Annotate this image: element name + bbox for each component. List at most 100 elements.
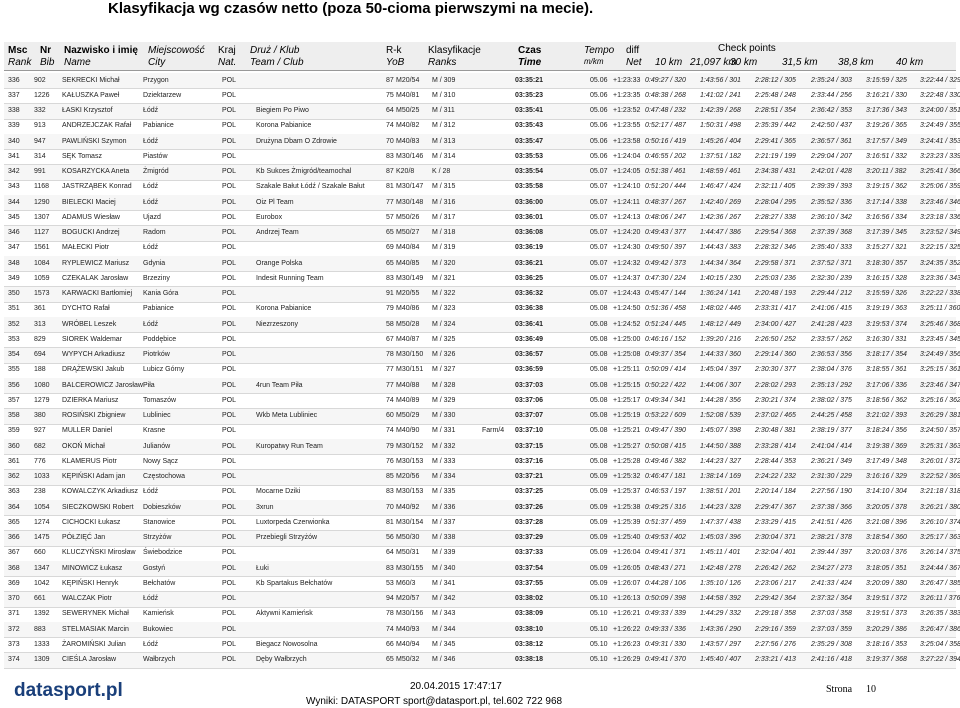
cell: 188 xyxy=(34,366,46,374)
cell: 81 xyxy=(386,518,394,526)
cell: 03:36:08 xyxy=(515,229,544,236)
cell: 77 xyxy=(386,198,394,206)
row-bg xyxy=(4,317,956,333)
cell: Luxtorpeda Czerwionka xyxy=(256,518,330,526)
cell: +1:25:21 xyxy=(613,427,641,435)
cell: 3:25:06 / 359 xyxy=(920,183,960,191)
cell: +1:26:04 xyxy=(613,549,641,557)
checkpoints-label: Check points xyxy=(718,43,776,54)
cell: 05.08 xyxy=(590,351,608,358)
cell: +1:25:15 xyxy=(613,381,641,389)
cell: M50/31 xyxy=(396,549,420,557)
cell: 05.09 xyxy=(590,488,608,496)
cell: 1279 xyxy=(34,396,50,404)
cell: 0:48:43 / 271 xyxy=(645,564,686,572)
cell: ANDRZEJCZAK Rafał xyxy=(62,122,132,130)
cell: 361 xyxy=(34,305,46,313)
column-header: Kraj xyxy=(218,45,236,56)
cell: 372 xyxy=(8,625,20,633)
cell: 03:36:59 xyxy=(515,366,544,374)
cell: 3:24:41 / 353 xyxy=(920,137,960,145)
cell: M / 334 xyxy=(432,473,456,480)
row-bg xyxy=(4,286,956,303)
cell: Niezrzeszony xyxy=(256,320,299,328)
cell: 56 xyxy=(386,534,394,541)
cell: 2:29:44 / 212 xyxy=(811,290,852,297)
cell: 3:19:38 / 369 xyxy=(866,442,907,450)
cell: POL xyxy=(222,152,237,160)
cell: 2:37:32 / 364 xyxy=(811,595,852,602)
cell: M / 320 xyxy=(432,259,456,267)
cell: 1:36:24 / 141 xyxy=(700,290,741,297)
cell: 364 xyxy=(8,503,20,511)
row-bg xyxy=(4,561,956,577)
cell: 1333 xyxy=(34,640,50,648)
cell: POL xyxy=(222,396,237,404)
cell: 05.08 xyxy=(590,396,608,404)
cell: +1:24:50 xyxy=(613,305,641,313)
cell: 238 xyxy=(34,488,46,496)
column-header: City xyxy=(148,57,166,68)
cell: 74 xyxy=(386,122,394,130)
cell: 03:36:01 xyxy=(515,213,544,221)
cell: 1:44:34 / 364 xyxy=(700,259,741,267)
cell: Łódź xyxy=(143,244,159,252)
cell: DRĄŻEWSKI Jakub xyxy=(62,366,125,374)
cell: BALCEROWICZ Jarosław xyxy=(62,381,143,389)
cell: 2:37:39 / 368 xyxy=(811,229,852,236)
cell: 2:26:50 / 252 xyxy=(755,335,796,343)
cell: 660 xyxy=(34,549,46,557)
cell: 1561 xyxy=(34,244,50,252)
cell: 0:53:22 / 609 xyxy=(645,412,686,419)
cell: 0:50:22 / 422 xyxy=(645,381,686,389)
cell: 3:24:49 / 355 xyxy=(920,122,960,130)
cell: 1:48:02 / 446 xyxy=(700,305,741,313)
cell: 05.08 xyxy=(590,305,608,313)
cell: M50/30 xyxy=(396,534,420,541)
cell: 3:24:49 / 356 xyxy=(920,351,960,358)
cell: 0:46:16 / 152 xyxy=(645,335,686,343)
cell: 0:47:30 / 224 xyxy=(645,274,686,282)
cell: M / 343 xyxy=(432,610,456,618)
cell: 374 xyxy=(8,656,20,663)
cell: 03:37:10 xyxy=(515,427,544,435)
cell: M40/87 xyxy=(396,335,420,343)
cell: +1:24:11 xyxy=(613,198,640,206)
cell: 3:22:22 / 338 xyxy=(920,290,960,297)
cell: M / 335 xyxy=(432,488,456,496)
cell: 3xrun xyxy=(256,503,274,511)
column-header: Nazwisko i imię xyxy=(64,45,138,56)
cell: 1347 xyxy=(34,564,50,572)
cell: 3:24:00 / 351 xyxy=(920,107,960,114)
cell: 3:26:01 / 372 xyxy=(920,457,960,465)
cell: +1:26:21 xyxy=(613,610,641,618)
cell: 3:17:49 / 348 xyxy=(866,457,907,465)
cell: Piotrków xyxy=(143,351,170,358)
cell: KARWACKI Bartłomiej xyxy=(62,290,133,297)
cell: 2:37:02 / 465 xyxy=(755,412,796,419)
cell: KLUCZYŃSKI Mirosław xyxy=(62,549,136,557)
cell: 2:26:42 / 262 xyxy=(755,564,796,572)
cell: M50/27 xyxy=(396,229,420,236)
cell: 1084 xyxy=(34,259,50,267)
cell: 3:18:30 / 357 xyxy=(866,259,907,267)
cell: 1:37:51 / 182 xyxy=(700,152,741,160)
cell: M / 324 xyxy=(432,320,456,328)
cell: 2:28:02 / 293 xyxy=(755,381,796,389)
cell: POL xyxy=(222,488,237,496)
cell: 05.09 xyxy=(590,579,608,587)
cell: Dziektarzew xyxy=(143,91,182,99)
cell: Żmigród xyxy=(143,168,169,175)
cell: 3:18:56 / 362 xyxy=(866,396,907,404)
cell: M30/155 xyxy=(396,564,424,572)
cell: 67 xyxy=(386,335,394,343)
cell: POL xyxy=(222,274,237,282)
cell: +1:25:11 xyxy=(613,366,640,374)
cell: 3:26:14 / 375 xyxy=(920,549,960,557)
cell: +1:23:33 xyxy=(613,76,641,84)
cell: M / 323 xyxy=(432,305,456,313)
cell: 3:20:09 / 380 xyxy=(866,579,907,587)
cell: 2:31:30 / 229 xyxy=(811,473,852,480)
cell: M / 328 xyxy=(432,381,456,389)
